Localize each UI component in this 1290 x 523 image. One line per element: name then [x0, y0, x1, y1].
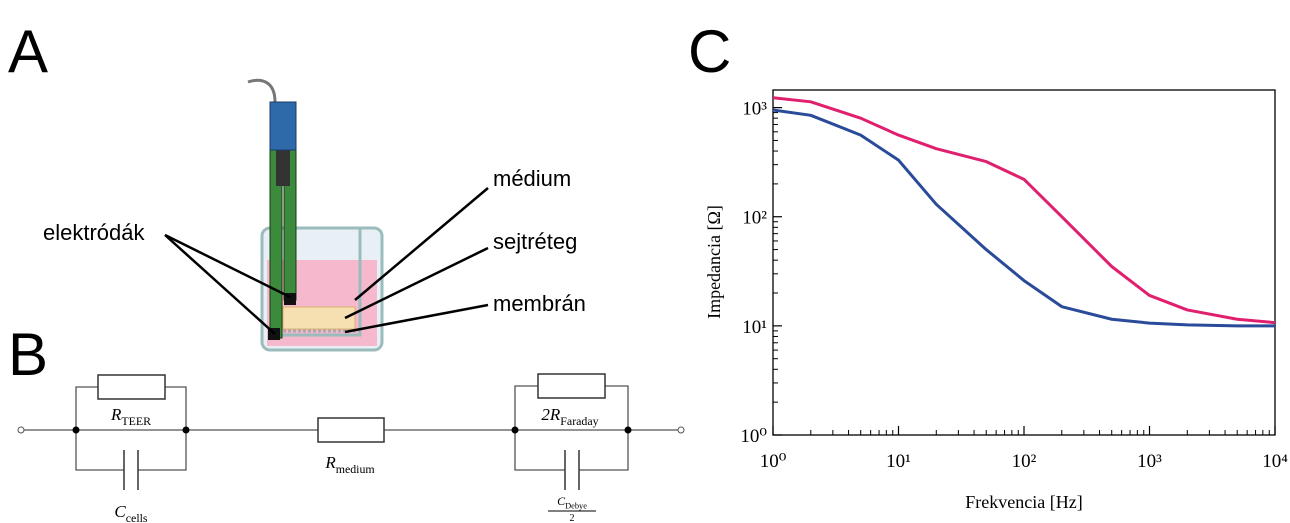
symbol: R: [324, 453, 336, 472]
subscript: TEER: [121, 414, 151, 428]
subscript: cells: [126, 511, 148, 523]
x-tick-label: 10⁴: [1262, 451, 1288, 472]
component-label: 2RFaraday: [541, 405, 598, 428]
component-label: CDebye 2: [548, 494, 596, 523]
x-axis-label: Frekvencia [Hz]: [965, 492, 1082, 512]
y-tick-label: 10²: [742, 208, 767, 229]
component-symbol: Rmedium: [324, 453, 375, 476]
circuit: [17, 373, 685, 490]
component-symbol: CDebye: [557, 494, 587, 511]
denominator: 2: [570, 513, 575, 523]
component-label: Ccells: [114, 502, 148, 523]
label: membrán: [493, 291, 586, 316]
y-tick-label: 10⁰: [740, 426, 767, 447]
panel-letter: B: [8, 321, 48, 388]
y-tick-label: 10³: [742, 99, 767, 120]
data-line: [772, 96, 1276, 325]
x-tick-label: 10¹: [886, 451, 911, 472]
panel-letter: C: [688, 18, 731, 85]
y-axis-label: Impedancia [Ω]: [704, 205, 724, 319]
component-symbol: Ccells: [114, 502, 148, 523]
symbol: C: [557, 494, 566, 508]
cell-culture-illustration: [247, 78, 384, 352]
pointer-lines: [164, 187, 489, 335]
subscript: Faraday: [560, 414, 598, 428]
symbol: C: [114, 502, 126, 521]
plot-frame: [772, 89, 1276, 436]
x-tick-label: 10²: [1012, 451, 1037, 472]
y-tick-label: 10¹: [742, 317, 767, 338]
label: sejtréteg: [493, 229, 577, 254]
x-tick-label: 10⁰: [760, 451, 787, 472]
data-line: [772, 108, 1275, 328]
subscript: medium: [336, 462, 376, 476]
symbol: 2R: [541, 405, 561, 424]
component-symbol: 2RFaraday: [541, 405, 598, 428]
label: médium: [493, 166, 571, 191]
panel-letter: A: [8, 18, 48, 85]
component-symbol: RTEER: [110, 405, 151, 428]
subscript: Debye: [565, 502, 587, 511]
symbol: R: [110, 405, 122, 424]
label: elektródák: [43, 220, 146, 245]
x-tick-label: 10³: [1137, 451, 1162, 472]
component-label: RTEER: [110, 405, 151, 428]
component-label: Rmedium: [324, 453, 375, 476]
